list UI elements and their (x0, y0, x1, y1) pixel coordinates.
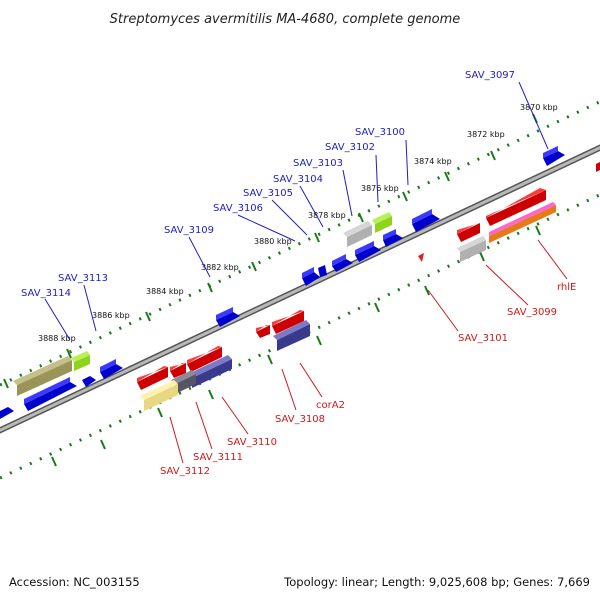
gene-label-bottom[interactable]: rhlE (557, 282, 576, 293)
gene-arrow[interactable] (100, 359, 123, 379)
scale-label: 3878 kbp (308, 211, 346, 220)
gene-arrow[interactable] (418, 253, 424, 262)
gene-arrow[interactable] (170, 363, 186, 378)
forward-strand-genes (0, 146, 565, 419)
gene-arrow[interactable] (543, 146, 565, 166)
gene-box[interactable] (71, 351, 90, 371)
gene-arrow[interactable] (216, 307, 240, 327)
gene-arrow[interactable] (0, 407, 14, 419)
gene-label-top[interactable]: SAV_3105 (243, 188, 293, 199)
gene-arrow[interactable] (302, 267, 320, 286)
top-gene-labels: SAV_3097 SAV_3100 SAV_3102 SAV_3103 SAV_… (21, 70, 515, 299)
gene-box[interactable] (188, 355, 232, 388)
scale-label: 3884 kbp (146, 287, 184, 296)
gene-label-bottom[interactable]: SAV_3112 (160, 466, 210, 477)
gene-label-top[interactable]: SAV_3109 (164, 225, 214, 236)
reverse-strand-genes (137, 162, 600, 411)
topology-text: Topology: linear; Length: 9,025,608 bp; … (283, 575, 590, 589)
gene-label-top[interactable]: SAV_3114 (21, 288, 71, 299)
gene-label-top[interactable]: SAV_3103 (293, 158, 343, 169)
scale-label: 3886 kbp (92, 311, 130, 320)
gene-box[interactable] (457, 236, 486, 262)
gene-label-bottom[interactable]: corA2 (316, 400, 345, 411)
gene-arrow[interactable] (332, 254, 353, 272)
bottom-gene-labels: rhlE SAV_3099 SAV_3101 corA2 SAV_3108 SA… (160, 282, 576, 477)
gene-label-top[interactable]: SAV_3097 (465, 70, 515, 81)
scale-label: 3882 kbp (201, 263, 239, 272)
map-title: Streptomyces avermitilis MA-4680, comple… (110, 12, 461, 27)
gene-arrow[interactable] (355, 241, 381, 262)
scale-label: 3874 kbp (414, 157, 452, 166)
major-ticks-bottom (51, 225, 541, 467)
scale-track-top (0, 100, 600, 387)
gene-arrow[interactable] (596, 162, 600, 172)
top-leader-lines (44, 81, 549, 341)
gene-arrow[interactable] (82, 376, 96, 387)
gene-label-bottom[interactable]: SAV_3110 (227, 437, 277, 448)
gene-box[interactable] (140, 380, 178, 411)
bottom-leader-lines (169, 239, 568, 464)
gene-box[interactable] (273, 320, 310, 351)
gene-arrow[interactable] (383, 229, 403, 247)
gene-label-top[interactable]: SAV_3106 (213, 203, 263, 214)
major-ticks-top (3, 113, 538, 389)
genome-backbone (0, 144, 600, 434)
scale-label: 3888 kbp (38, 334, 76, 343)
gene-label-top[interactable]: SAV_3100 (355, 127, 405, 138)
gene-label-top[interactable]: SAV_3113 (58, 273, 108, 284)
gene-arrow[interactable] (24, 377, 77, 411)
accession-text: Accession: NC_003155 (9, 575, 140, 589)
scale-label: 3870 kbp (520, 103, 558, 112)
scale-track-bottom (0, 193, 600, 480)
gene-arrow[interactable] (256, 325, 270, 338)
scale-label: 3880 kbp (254, 237, 292, 246)
gene-box[interactable] (171, 370, 196, 394)
gene-box[interactable] (13, 356, 72, 396)
gene-label-bottom[interactable]: SAV_3108 (275, 414, 325, 425)
scale-labels: 3870 kbp 3872 kbp 3874 kbp 3876 kbp 3878… (38, 103, 558, 343)
gene-label-top[interactable]: SAV_3104 (273, 174, 323, 185)
gene-box[interactable] (489, 202, 556, 243)
gene-box[interactable] (372, 212, 392, 233)
gene-label-bottom[interactable]: SAV_3099 (507, 307, 557, 318)
gene-arrow[interactable] (272, 310, 304, 334)
gene-label-top[interactable]: SAV_3102 (325, 142, 375, 153)
gene-arrow[interactable] (486, 188, 546, 226)
scale-label: 3872 kbp (467, 130, 505, 139)
gene-label-bottom[interactable]: SAV_3111 (193, 452, 243, 463)
gene-arrow[interactable] (318, 265, 327, 277)
gene-box[interactable] (343, 221, 372, 247)
gene-arrow[interactable] (187, 346, 222, 372)
gene-arrow[interactable] (137, 366, 168, 390)
scale-label: 3876 kbp (361, 184, 399, 193)
gene-arrow[interactable] (412, 209, 440, 232)
gene-label-bottom[interactable]: SAV_3101 (458, 333, 508, 344)
gene-arrow[interactable] (457, 223, 480, 242)
